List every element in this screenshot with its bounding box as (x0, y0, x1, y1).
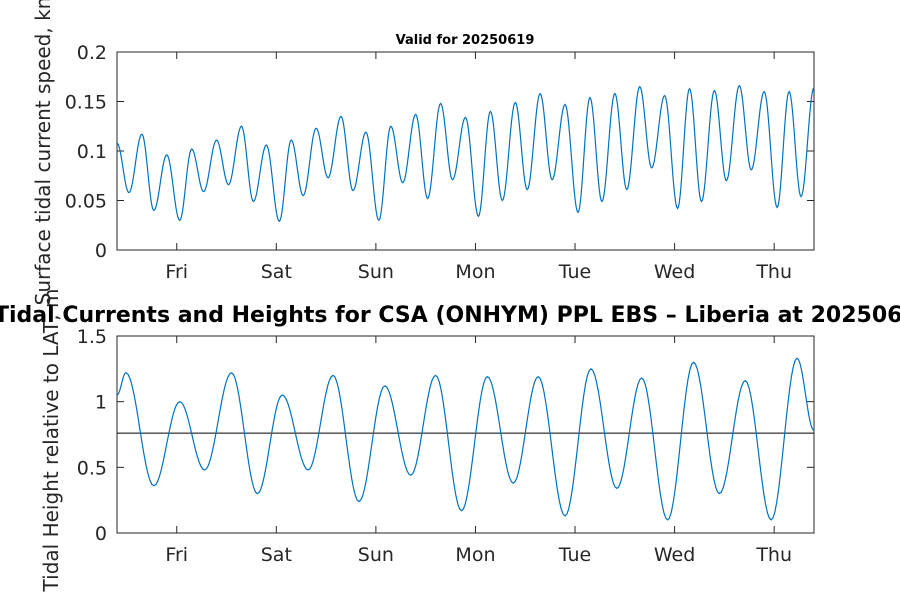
y-tick-label: 0 (95, 240, 107, 262)
y-tick-label: 1.5 (77, 326, 107, 348)
x-tick-label: Sat (261, 544, 292, 566)
x-tick-label: Sun (358, 544, 394, 566)
x-tick-label: Fri (165, 261, 188, 283)
current-speed-series-line (116, 84, 815, 223)
tidal-height-panel: 0 0.5 1 1.5 Fri Sat Sun Mon Tue Wed Thu Tidal Heig… (39, 289, 815, 593)
current-speed-panel: Valid for 20250619 0 0.05 0.1 0.15 0.2 Fri Sat… (31, 0, 815, 305)
x-tick-label: Fri (165, 544, 188, 566)
x-tick-label: Tue (558, 544, 591, 566)
x-tick-label: Tue (558, 261, 591, 283)
x-tick-label: Thu (755, 544, 792, 566)
y-tick-label: 0.5 (77, 457, 107, 479)
y-tick-label: 0.15 (65, 92, 107, 114)
y-tick-label: 0.1 (77, 141, 107, 163)
current-speed-axes-box (116, 51, 815, 251)
y-tick-label: 0 (95, 523, 107, 545)
x-tick-label: Wed (654, 544, 695, 566)
current-speed-ticks: 0 0.05 0.1 0.15 0.2 Fri Sat Sun Mon Tue Wed Thu (65, 42, 814, 283)
x-tick-label: Wed (654, 261, 695, 283)
tidal-height-ylabel: Tidal Height relative to LAT, m (39, 289, 63, 593)
y-tick-label: 1 (95, 392, 107, 414)
y-tick-label: 0.05 (65, 191, 107, 213)
x-tick-label: Mon (455, 544, 495, 566)
current-speed-title: Valid for 20250619 (396, 33, 535, 48)
x-tick-label: Thu (755, 261, 792, 283)
y-tick-label: 0.2 (77, 42, 107, 64)
tidal-height-series-line (116, 357, 815, 521)
x-tick-label: Sat (261, 261, 292, 283)
current-speed-ylabel: Surface tidal current speed, kn (31, 0, 55, 305)
x-tick-label: Sun (358, 261, 394, 283)
figure-main-title: Tidal Currents and Heights for CSA (ONHY… (0, 303, 900, 328)
x-tick-label: Mon (455, 261, 495, 283)
tidal-height-ticks: 0 0.5 1 1.5 Fri Sat Sun Mon Tue Wed Thu (77, 326, 814, 566)
